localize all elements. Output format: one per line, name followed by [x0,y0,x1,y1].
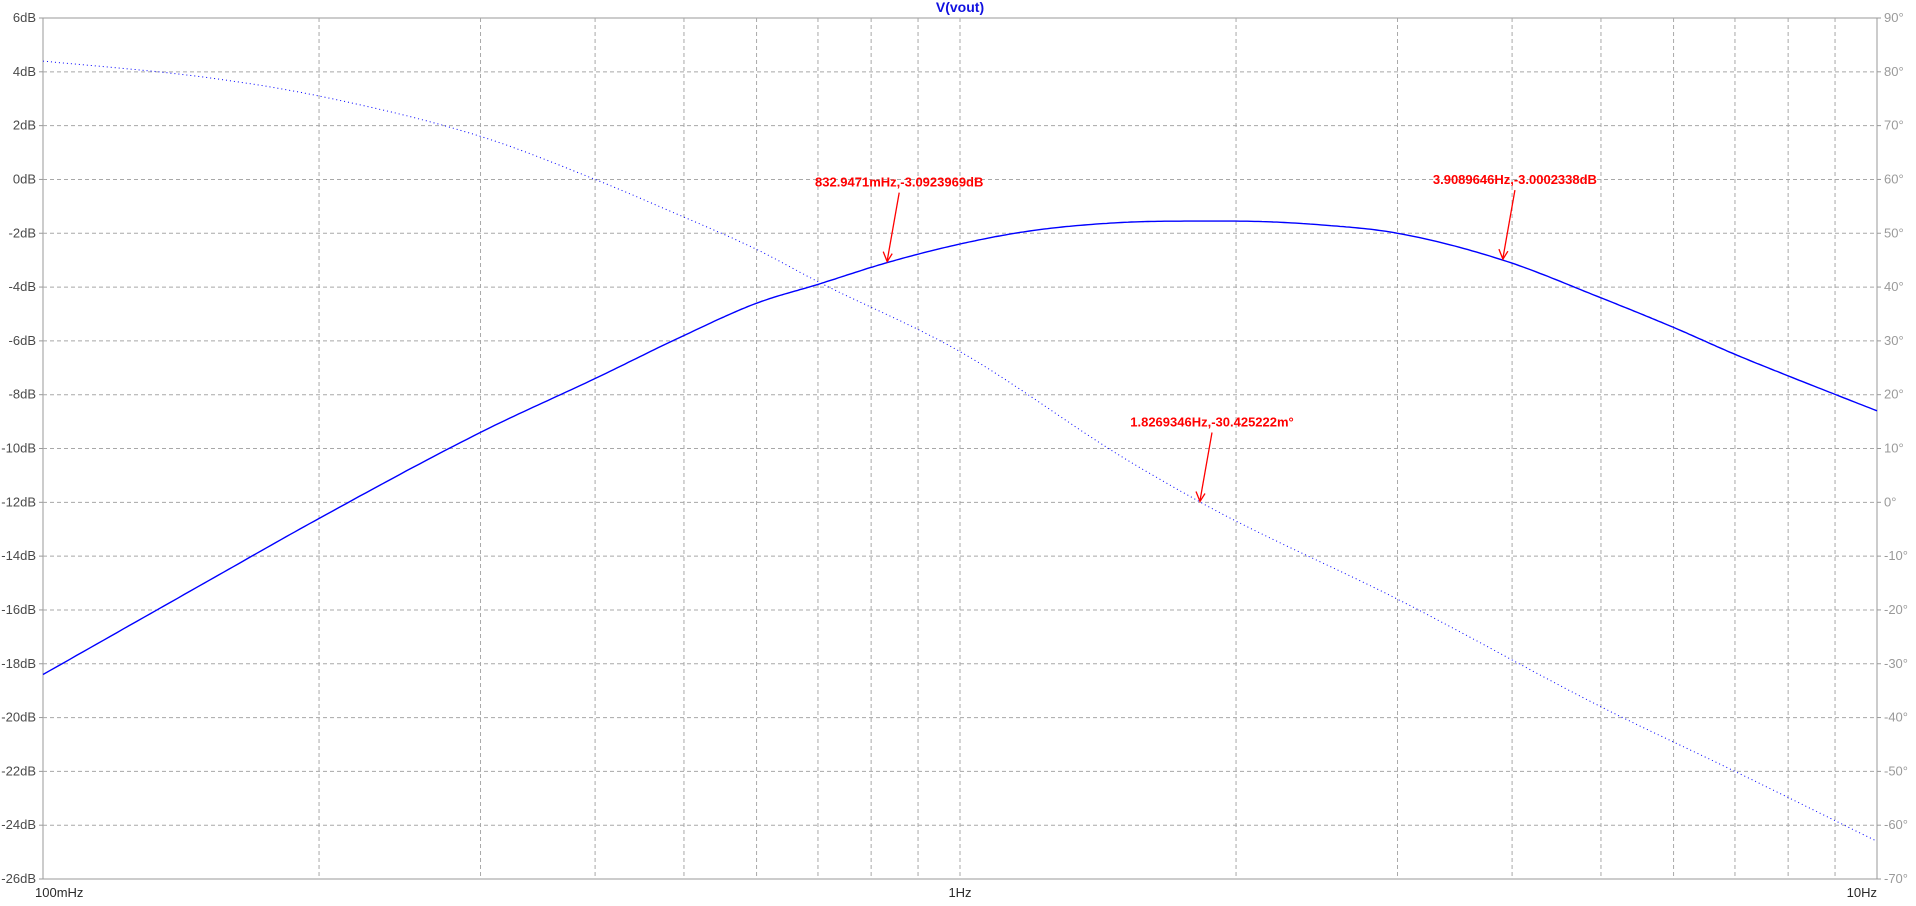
grid [43,18,1877,879]
annotations: 832.9471mHz,-3.0923969dB 3.9089646Hz,-3.0… [815,172,1597,503]
annotation-arrow [886,192,900,261]
annotation-arrowhead [882,251,893,264]
right-axis-tick-label: 50° [1884,225,1904,240]
annotation-label: 832.9471mHz,-3.0923969dB [815,175,983,190]
left-axis-tick-label: -10dB [1,441,36,456]
left-axis-tick-label: -6dB [9,333,36,348]
magnitude-curve [42,220,1878,676]
series-group [42,60,1878,842]
right-axis-tick-label: -50° [1884,763,1908,778]
right-axis-tick-label: -60° [1884,817,1908,832]
annotation-arrowhead [1498,248,1509,261]
left-axis-tick-label: -16dB [1,602,36,617]
right-axis-tick-label: -70° [1884,871,1908,886]
left-axis-tick-label: -22dB [1,763,36,778]
annotation-arrow [1502,190,1516,259]
x-axis-tick-label: 100mHz [35,885,83,900]
right-axis-tick-label: 0° [1884,494,1896,509]
annotation-label: 1.8269346Hz,-30.425222m° [1130,414,1294,429]
right-axis-tick-label: 80° [1884,64,1904,79]
left-axis-tick-label: -26dB [1,871,36,886]
x-axis-ticks: 100mHz 1Hz 10Hz [35,885,1877,900]
annotation-label: 3.9089646Hz,-3.0002338dB [1433,172,1597,187]
right-axis-tick-label: 20° [1884,387,1904,402]
left-axis-tick-label: -18dB [1,656,36,671]
right-axis-tick-label: -10° [1884,548,1908,563]
right-axis-tick-label: 40° [1884,279,1904,294]
right-axis-tick-label: 10° [1884,441,1904,456]
right-axis-tick-label: 30° [1884,333,1904,348]
x-axis-tick-label: 1Hz [948,885,971,900]
annotation-arrow [1199,432,1213,501]
left-axis-tick-label: -14dB [1,548,36,563]
right-axis-tick-label: -20° [1884,602,1908,617]
right-axis-tick-label: 90° [1884,10,1904,25]
left-axis-tick-label: 4dB [13,64,36,79]
left-axis-tick-label: -2dB [9,225,36,240]
right-axis-tick-label: -30° [1884,656,1908,671]
left-axis-tick-label: 0dB [13,171,36,186]
left-axis-tick-label: -12dB [1,494,36,509]
right-axis-tick-label: 60° [1884,171,1904,186]
left-axis-tick-label: -24dB [1,817,36,832]
right-axis-tick-label: 70° [1884,118,1904,133]
left-axis-tick-label: -20dB [1,710,36,725]
right-axis-tick-label: -40° [1884,710,1908,725]
left-axis-tick-label: 6dB [13,10,36,25]
right-axis-ticks: 90° 80° 70° 60° 50° 40° 30° 20° 10° 0° -10° -20° -30… [1877,10,1908,886]
left-axis-tick-label: 2dB [13,118,36,133]
x-axis-tick-label: 10Hz [1847,885,1877,900]
annotation-arrowhead [1195,491,1206,503]
left-axis-ticks: 6dB 4dB 2dB 0dB -2dB -4dB -6dB -8dB -10dB -12dB -1… [1,10,43,886]
left-axis-tick-label: -8dB [9,387,36,402]
chart-title: V(vout) [936,0,984,15]
left-axis-tick-label: -4dB [9,279,36,294]
